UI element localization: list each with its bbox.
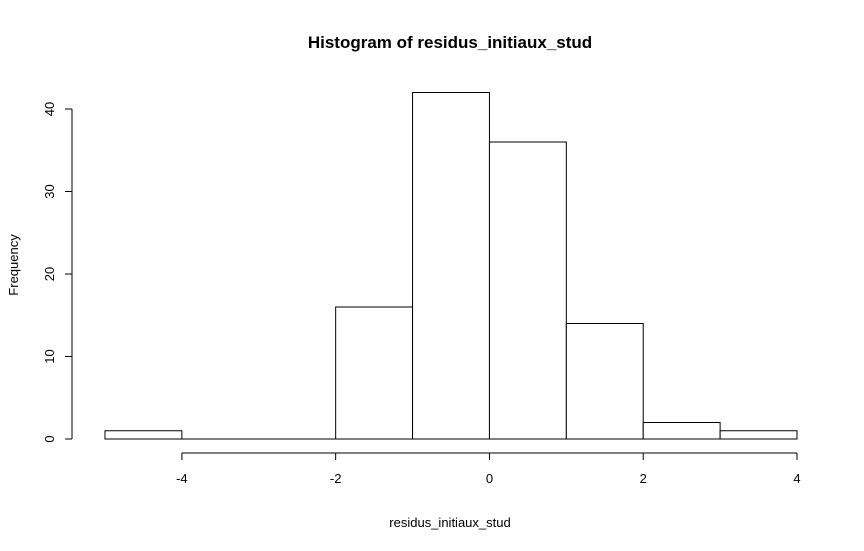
y-tick-label-1: 10: [42, 349, 57, 363]
x-tick-label-2: 0: [486, 471, 493, 486]
histogram-bar-7: [642, 422, 721, 440]
x-tick-label-3: 2: [640, 471, 647, 486]
y-axis-label: Frequency: [6, 234, 21, 296]
y-axis: 0 10 20 30 40: [42, 102, 73, 443]
histogram-bar-0: [104, 430, 183, 440]
bars-group: [104, 92, 798, 440]
x-tick-label-4: 4: [793, 471, 800, 486]
histogram-bar-3: [335, 306, 414, 440]
x-axis: -4 -2 0 2 4: [176, 452, 801, 486]
y-tick-label-3: 30: [42, 184, 57, 198]
x-tick-label-1: -2: [330, 471, 342, 486]
y-tick-label-4: 40: [42, 102, 57, 116]
histogram-bar-5: [488, 141, 567, 440]
y-tick-label-2: 20: [42, 267, 57, 281]
x-tick-label-0: -4: [176, 471, 188, 486]
x-axis-label: residus_initiaux_stud: [389, 515, 510, 530]
chart-title: Histogram of residus_initiaux_stud: [308, 33, 592, 52]
y-tick-label-0: 0: [42, 435, 57, 442]
histogram-bar-8: [719, 430, 798, 440]
histogram-bar-6: [565, 323, 644, 440]
histogram-bar-4: [412, 92, 490, 440]
